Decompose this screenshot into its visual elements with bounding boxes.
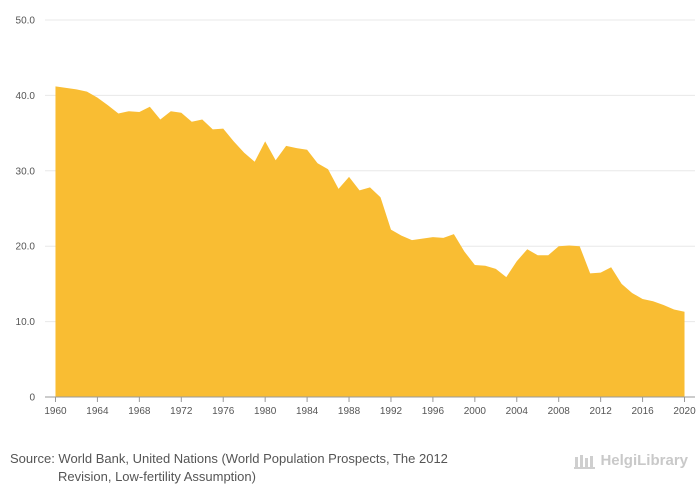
x-tick-label: 1988 xyxy=(338,406,361,417)
area-chart: 1960 1964 1968 1972 1976 1980 1984 1988 1992 1996… xyxy=(16,16,697,418)
source-note: Source: World Bank, United Nations (Worl… xyxy=(10,450,530,486)
x-tick-label: 1972 xyxy=(170,406,193,417)
x-tick-label: 1980 xyxy=(254,406,277,417)
x-tick-label: 1968 xyxy=(128,406,151,417)
y-tick-label: 10.0 xyxy=(16,317,36,328)
y-tick-label: 0 xyxy=(29,393,35,404)
x-tick-label: 2020 xyxy=(673,406,696,417)
x-tick-label: 1984 xyxy=(296,406,319,417)
x-tick-label: 1992 xyxy=(380,406,403,417)
x-tick-label: 2016 xyxy=(631,406,654,417)
x-tick-label: 1960 xyxy=(44,406,67,417)
y-tick-label: 50.0 xyxy=(16,16,36,27)
library-icon xyxy=(574,454,596,469)
area-series xyxy=(55,86,685,397)
source-line-1: Source: World Bank, United Nations (Worl… xyxy=(10,451,448,466)
source-line-2: Revision, Low-fertility Assumption) xyxy=(58,469,256,484)
x-tick-label: 2012 xyxy=(590,406,613,417)
x-axis-ticks: 1960 1964 1968 1972 1976 1980 1984 1988 1992 1996… xyxy=(44,397,696,417)
y-tick-label: 20.0 xyxy=(16,242,36,253)
brand-name: HelgiLibrary xyxy=(600,452,688,469)
y-axis-ticks: 0 10.0 20.0 30.0 40.0 50.0 xyxy=(16,16,36,404)
y-tick-label: 30.0 xyxy=(16,166,36,177)
x-tick-label: 1996 xyxy=(422,406,445,417)
x-tick-label: 2000 xyxy=(464,406,487,417)
x-tick-label: 2008 xyxy=(548,406,571,417)
x-tick-label: 1964 xyxy=(86,406,109,417)
x-tick-label: 1976 xyxy=(212,406,235,417)
y-tick-label: 40.0 xyxy=(16,91,36,102)
x-tick-label: 2004 xyxy=(506,406,529,417)
brand-logo: HelgiLibrary xyxy=(574,452,688,469)
